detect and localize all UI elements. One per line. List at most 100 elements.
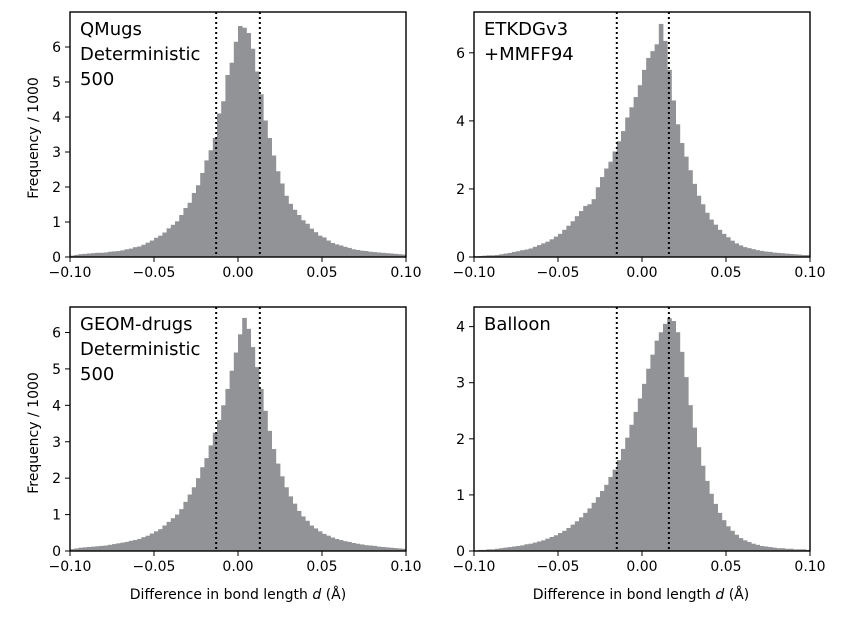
histogram-bar — [208, 150, 214, 257]
histogram-bar — [805, 254, 811, 257]
histogram-bar — [558, 233, 563, 257]
panel-label-line: +MMFF94 — [484, 44, 574, 65]
histogram-bar — [254, 367, 260, 551]
histogram-bar — [574, 216, 580, 257]
x-tick-label: 0.05 — [710, 559, 741, 575]
histogram-bar — [212, 138, 218, 257]
histogram-panel: −0.10 −0.05 0.00 0.05 0.10 0 2 4 6 ETKDGv3 +MMFF94 — [453, 11, 826, 281]
x-tick-label: 0.00 — [222, 265, 253, 281]
histogram-bar — [663, 323, 668, 551]
x-tick-label: −0.05 — [133, 265, 176, 281]
histogram-bar — [385, 547, 390, 551]
histogram-bar — [393, 253, 398, 257]
histogram-bar — [82, 253, 88, 257]
histogram-bar — [133, 540, 138, 551]
y-tick-label: 2 — [52, 471, 61, 487]
histogram-bar — [772, 252, 777, 257]
histogram-bar — [238, 26, 243, 257]
histogram-bar — [495, 254, 500, 257]
panel-label-line: Deterministic — [80, 44, 200, 65]
histogram-bar — [74, 254, 79, 257]
histogram-bar — [520, 250, 525, 257]
histogram-bar — [595, 497, 601, 551]
histogram-bar — [204, 160, 209, 257]
histogram-bar — [397, 254, 403, 257]
histogram-bar — [145, 242, 151, 257]
panels-group: −0.10 −0.05 0.00 0.05 0.10 0 1 2 3 4 5 6 QMugs Determ… — [49, 11, 826, 575]
histogram-bar — [763, 251, 769, 257]
y-tick-label: 6 — [52, 40, 61, 56]
histogram-bar — [595, 187, 601, 257]
histogram-bar — [116, 543, 121, 551]
histogram-bar — [684, 377, 689, 551]
histogram-bar — [537, 245, 542, 257]
histogram-bar — [103, 252, 109, 257]
x-axis-label-text: Difference in bond length — [533, 587, 716, 603]
histogram-bar — [364, 545, 369, 551]
histogram-bar — [271, 155, 277, 257]
histogram-bar — [149, 533, 155, 551]
histogram-bar — [616, 141, 622, 257]
histogram-bar — [541, 540, 546, 551]
histogram-bar — [301, 220, 306, 257]
histogram-bar — [91, 546, 96, 551]
histogram-bar — [334, 244, 340, 257]
y-tick-label: 6 — [456, 46, 465, 62]
histogram-bar — [263, 410, 268, 551]
histogram-bar — [183, 208, 188, 257]
histogram-bar — [671, 321, 676, 551]
histogram-bar — [187, 202, 193, 257]
histogram-bar — [364, 251, 369, 257]
histogram-bar — [200, 173, 205, 257]
histogram-bar — [511, 546, 517, 551]
histogram-bar — [503, 547, 508, 551]
histogram-bar — [675, 332, 681, 551]
histogram-bar — [625, 117, 630, 258]
x-tick-label: 0.05 — [306, 559, 337, 575]
histogram-bar — [734, 243, 739, 257]
histogram-bar — [528, 248, 534, 257]
x-tick-label: −0.10 — [49, 559, 92, 575]
histogram-bar — [688, 405, 693, 551]
histogram-bar — [175, 221, 180, 257]
y-tick-label: 0 — [456, 544, 465, 560]
histogram-bar — [175, 514, 180, 551]
histogram-bar — [242, 317, 247, 551]
histogram-bar — [389, 547, 394, 551]
histogram-bar — [145, 535, 151, 551]
histogram-bar — [124, 249, 130, 257]
x-tick-label: −0.05 — [133, 559, 176, 575]
histogram-bar — [600, 177, 605, 257]
histogram-bar — [726, 526, 731, 551]
histogram-bar — [759, 250, 765, 258]
y-tick-label: 3 — [456, 376, 465, 392]
histogram-bar — [347, 247, 352, 257]
histogram-bar — [789, 548, 794, 551]
histogram-bar — [768, 251, 773, 257]
histogram-bar — [499, 548, 504, 551]
histogram-bar — [776, 548, 781, 551]
panel-label-line: GEOM-drugs — [80, 314, 193, 335]
x-tick-label: −0.05 — [537, 265, 580, 281]
x-tick-label: 0.10 — [390, 265, 421, 281]
histogram-bar — [212, 432, 218, 551]
histogram-bar — [137, 538, 142, 551]
histogram-bar — [709, 493, 714, 551]
y-axis-label-bottom: Frequency / 1000 — [26, 372, 42, 494]
histogram-bar — [120, 250, 125, 257]
histogram-bar — [646, 368, 651, 551]
histogram-bar — [742, 247, 748, 257]
x-axis-label-left: Difference in bond length d (Å) — [130, 586, 346, 603]
histogram-bar — [679, 143, 685, 257]
histogram-bar — [225, 75, 230, 257]
y-tick-label: 4 — [456, 114, 465, 130]
histogram-bar — [726, 237, 731, 257]
histogram-bar — [288, 203, 293, 257]
histogram-bar — [191, 487, 197, 551]
histogram-bar — [721, 233, 727, 257]
y-tick-label: 0 — [52, 250, 61, 266]
histogram-bar — [275, 463, 281, 551]
histogram-bar — [137, 246, 142, 257]
histogram-bar — [490, 549, 496, 551]
histogram-bar — [747, 248, 752, 257]
